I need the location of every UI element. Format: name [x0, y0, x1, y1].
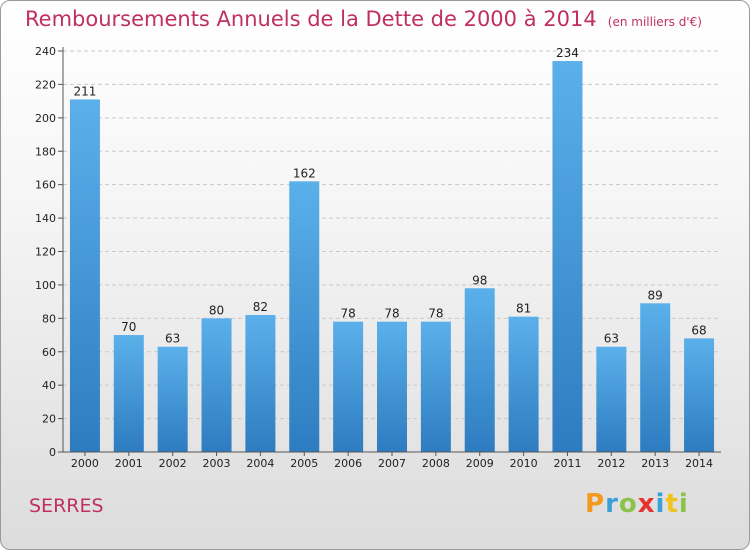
bar-2001	[113, 335, 144, 452]
bars	[69, 61, 715, 453]
value-label: 80	[209, 303, 224, 317]
logo-letter: i	[655, 489, 666, 519]
logo-letter: t	[665, 489, 679, 519]
x-tick-label: 2014	[685, 457, 713, 470]
logo-letter: o	[618, 489, 638, 519]
x-tick-label: 2011	[553, 457, 581, 470]
commune-name: SERRES	[29, 495, 104, 517]
value-label: 78	[428, 307, 443, 321]
y-tick-label: 60	[42, 346, 56, 359]
labels: 0 20 40 60 80 100 120 140 160 180 200 220 240 211 2000…	[35, 45, 713, 470]
y-tick-label: 100	[35, 279, 56, 292]
bar-2000	[69, 99, 100, 453]
x-tick-label: 2008	[422, 457, 450, 470]
x-tick-label: 2002	[159, 457, 187, 470]
y-tick-label: 180	[35, 145, 56, 158]
unit-text: (en milliers d'€)	[607, 15, 702, 29]
y-tick-label: 80	[42, 312, 56, 325]
axes	[58, 47, 721, 456]
value-label: 89	[648, 288, 663, 302]
x-tick-label: 2010	[510, 457, 538, 470]
x-tick-label: 2007	[378, 457, 406, 470]
bar-2003	[201, 318, 232, 452]
logo-letter: i	[678, 489, 689, 519]
bar-2008	[420, 321, 451, 452]
x-tick-label: 2009	[466, 457, 494, 470]
bar-2011	[552, 61, 583, 453]
value-label: 81	[516, 302, 531, 316]
x-tick-label: 2003	[203, 457, 231, 470]
bar-2010	[508, 316, 539, 452]
bar-2006	[333, 321, 364, 452]
value-label: 78	[384, 307, 399, 321]
y-tick-label: 160	[35, 179, 56, 192]
value-label: 98	[472, 273, 487, 287]
x-tick-label: 2012	[597, 457, 625, 470]
y-tick-label: 20	[42, 413, 56, 426]
logo-letter: P	[585, 489, 606, 519]
bar-2009	[464, 288, 495, 452]
value-label: 63	[604, 332, 619, 346]
x-tick-label: 2004	[246, 457, 274, 470]
value-label: 78	[340, 307, 355, 321]
x-tick-label: 2000	[71, 457, 99, 470]
y-tick-label: 200	[35, 112, 56, 125]
x-tick-label: 2006	[334, 457, 362, 470]
y-tick-label: 40	[42, 379, 56, 392]
value-label: 82	[253, 300, 268, 314]
value-label: 63	[165, 332, 180, 346]
value-label: 70	[121, 320, 136, 334]
value-label: 162	[293, 166, 316, 180]
title-text: Remboursements Annuels de la Dette de 20…	[25, 7, 597, 31]
y-tick-label: 240	[35, 45, 56, 58]
bar-2004	[245, 314, 276, 452]
value-label: 234	[556, 46, 579, 60]
x-tick-label: 2013	[641, 457, 669, 470]
y-tick-label: 140	[35, 212, 56, 225]
bar-2014	[684, 338, 715, 452]
bar-2012	[596, 346, 627, 452]
bar-2005	[289, 181, 320, 452]
value-label: 211	[73, 84, 96, 98]
logo-letter: r	[605, 489, 619, 519]
proxiti-logo: Proxiti	[585, 489, 689, 519]
x-tick-label: 2001	[115, 457, 143, 470]
y-tick-label: 220	[35, 78, 56, 91]
chart-title: Remboursements Annuels de la Dette de 20…	[25, 7, 702, 31]
x-tick-label: 2005	[290, 457, 318, 470]
y-tick-label: 0	[49, 446, 56, 459]
value-label: 68	[691, 323, 706, 337]
logo-letter: x	[637, 489, 656, 519]
bar-2007	[377, 321, 407, 452]
bar-2013	[640, 303, 671, 452]
y-tick-label: 120	[35, 246, 56, 259]
bar-2002	[157, 346, 188, 452]
